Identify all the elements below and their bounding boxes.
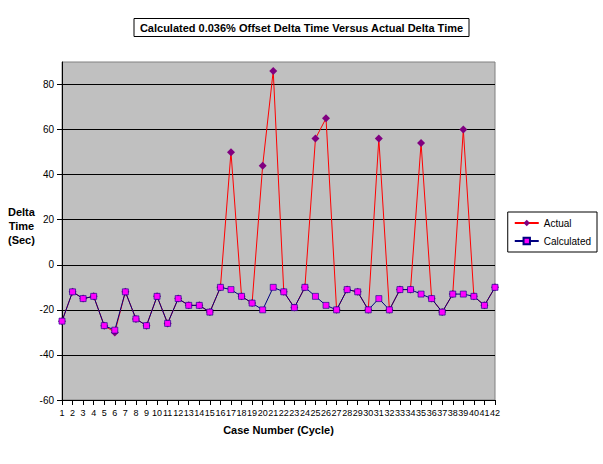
svg-text:36: 36 bbox=[427, 408, 437, 418]
svg-text:10: 10 bbox=[152, 408, 162, 418]
svg-text:60: 60 bbox=[43, 124, 55, 135]
svg-text:1: 1 bbox=[59, 408, 64, 418]
svg-text:40: 40 bbox=[43, 169, 55, 180]
svg-text:15: 15 bbox=[205, 408, 215, 418]
svg-text:14: 14 bbox=[194, 408, 204, 418]
svg-text:41: 41 bbox=[479, 408, 489, 418]
svg-text:40: 40 bbox=[469, 408, 479, 418]
svg-text:24: 24 bbox=[300, 408, 310, 418]
svg-text:37: 37 bbox=[437, 408, 447, 418]
svg-text:27: 27 bbox=[332, 408, 342, 418]
svg-text:(Sec): (Sec) bbox=[8, 234, 35, 246]
svg-text:7: 7 bbox=[123, 408, 128, 418]
svg-text:0: 0 bbox=[48, 259, 54, 270]
svg-text:13: 13 bbox=[184, 408, 194, 418]
svg-text:20: 20 bbox=[43, 214, 55, 225]
svg-text:12: 12 bbox=[173, 408, 183, 418]
svg-text:23: 23 bbox=[289, 408, 299, 418]
svg-text:28: 28 bbox=[342, 408, 352, 418]
svg-text:6: 6 bbox=[112, 408, 117, 418]
svg-text:33: 33 bbox=[395, 408, 405, 418]
svg-text:35: 35 bbox=[416, 408, 426, 418]
svg-text:29: 29 bbox=[353, 408, 363, 418]
svg-text:8: 8 bbox=[133, 408, 138, 418]
svg-text:Calculated: Calculated bbox=[544, 236, 591, 247]
svg-text:19: 19 bbox=[247, 408, 257, 418]
svg-text:2: 2 bbox=[70, 408, 75, 418]
svg-text:21: 21 bbox=[268, 408, 278, 418]
svg-text:32: 32 bbox=[384, 408, 394, 418]
svg-text:4: 4 bbox=[91, 408, 96, 418]
svg-text:Actual: Actual bbox=[544, 218, 572, 229]
svg-text:34: 34 bbox=[406, 408, 416, 418]
svg-text:5: 5 bbox=[102, 408, 107, 418]
svg-text:31: 31 bbox=[374, 408, 384, 418]
svg-text:3: 3 bbox=[81, 408, 86, 418]
svg-text:11: 11 bbox=[163, 408, 172, 418]
svg-text:30: 30 bbox=[363, 408, 373, 418]
svg-text:17: 17 bbox=[226, 408, 236, 418]
svg-text:80: 80 bbox=[43, 79, 55, 90]
svg-text:38: 38 bbox=[448, 408, 458, 418]
svg-text:-60: -60 bbox=[40, 395, 55, 406]
svg-text:39: 39 bbox=[458, 408, 468, 418]
svg-text:-40: -40 bbox=[40, 349, 55, 360]
svg-text:Calculated 0.036% Offset Delta: Calculated 0.036% Offset Delta Time Vers… bbox=[140, 22, 463, 34]
svg-text:9: 9 bbox=[144, 408, 149, 418]
svg-text:Delta: Delta bbox=[8, 206, 36, 218]
svg-text:20: 20 bbox=[258, 408, 268, 418]
svg-text:Time: Time bbox=[9, 220, 34, 232]
svg-text:18: 18 bbox=[237, 408, 247, 418]
svg-text:Case Number (Cycle): Case Number (Cycle) bbox=[223, 424, 334, 436]
svg-text:42: 42 bbox=[490, 408, 500, 418]
svg-text:26: 26 bbox=[321, 408, 331, 418]
svg-text:25: 25 bbox=[310, 408, 320, 418]
svg-text:16: 16 bbox=[215, 408, 225, 418]
svg-text:22: 22 bbox=[279, 408, 289, 418]
svg-text:-20: -20 bbox=[40, 304, 55, 315]
